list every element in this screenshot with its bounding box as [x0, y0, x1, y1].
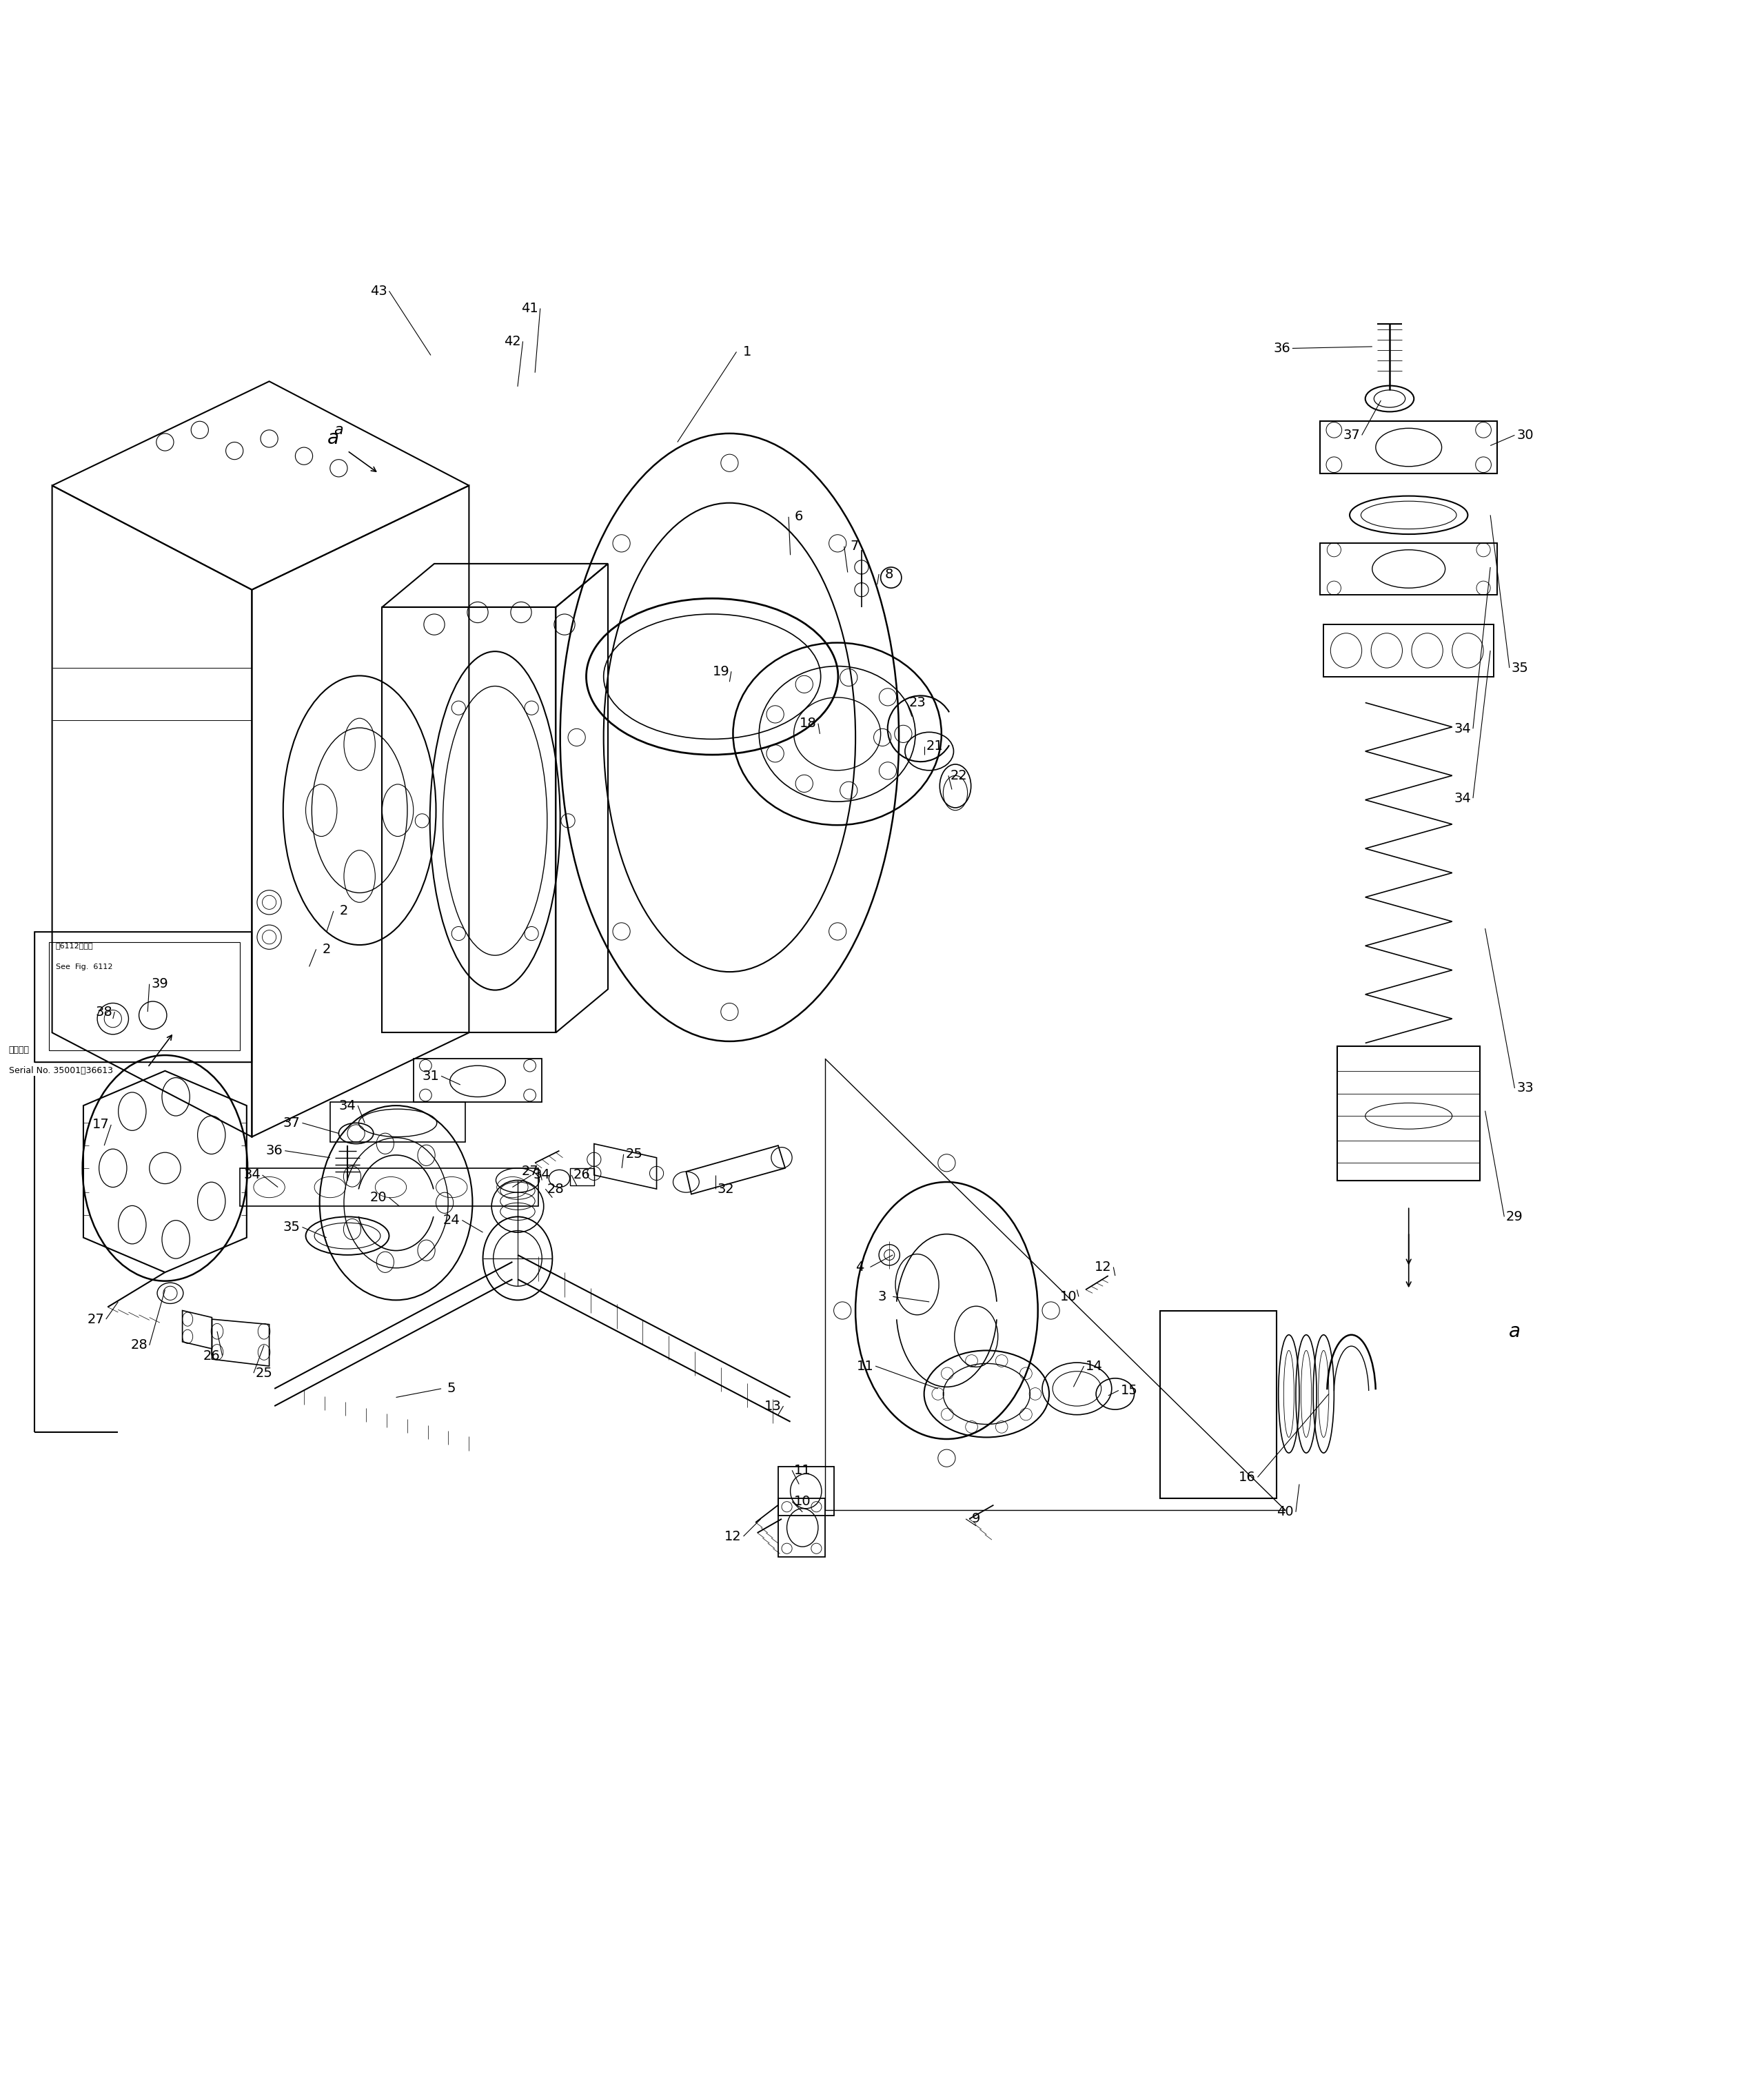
Text: 35: 35 — [283, 1220, 301, 1233]
Text: 17: 17 — [92, 1117, 109, 1132]
Text: 28: 28 — [130, 1338, 148, 1352]
Text: 34: 34 — [1454, 722, 1471, 735]
Text: 4: 4 — [856, 1260, 863, 1273]
Text: 27: 27 — [87, 1312, 104, 1325]
Text: 6: 6 — [796, 510, 802, 523]
Text: 35: 35 — [1511, 662, 1529, 674]
Text: 14: 14 — [1086, 1359, 1103, 1373]
Text: 34: 34 — [533, 1168, 551, 1182]
Text: 37: 37 — [283, 1117, 301, 1130]
Text: 適用号機: 適用号機 — [9, 1046, 30, 1054]
Text: 40: 40 — [1277, 1506, 1294, 1518]
Text: 19: 19 — [712, 666, 730, 678]
Text: 37: 37 — [1343, 428, 1360, 441]
Text: Serial No. 35001－36613: Serial No. 35001－36613 — [9, 1067, 113, 1075]
Text: 32: 32 — [717, 1182, 735, 1195]
Text: 2: 2 — [340, 905, 347, 918]
Text: 12: 12 — [1094, 1260, 1112, 1273]
Text: 8: 8 — [886, 567, 893, 582]
Text: a: a — [334, 422, 344, 437]
Text: 25: 25 — [625, 1149, 643, 1161]
Text: 25: 25 — [255, 1367, 273, 1380]
Text: a: a — [328, 428, 339, 447]
Bar — [35, 932, 252, 1063]
Text: 30: 30 — [1516, 428, 1534, 441]
Text: a: a — [1509, 1321, 1520, 1342]
Text: 第6112図参照: 第6112図参照 — [56, 943, 94, 949]
Text: 29: 29 — [1506, 1210, 1523, 1224]
Text: 16: 16 — [1238, 1470, 1256, 1485]
Text: 28: 28 — [547, 1182, 565, 1195]
Text: 3: 3 — [879, 1289, 886, 1304]
Text: 26: 26 — [203, 1348, 221, 1363]
Text: 39: 39 — [151, 977, 168, 991]
Text: 12: 12 — [724, 1529, 742, 1544]
Text: 2: 2 — [323, 943, 330, 956]
Text: 13: 13 — [764, 1399, 782, 1413]
Text: 9: 9 — [973, 1512, 980, 1525]
Text: 1: 1 — [743, 344, 750, 359]
Text: 31: 31 — [422, 1069, 439, 1084]
Bar — [35, 932, 252, 1063]
Text: 22: 22 — [950, 769, 968, 781]
Text: 34: 34 — [243, 1168, 261, 1182]
Text: 33: 33 — [1516, 1082, 1534, 1094]
Text: 11: 11 — [794, 1464, 811, 1476]
Text: 23: 23 — [908, 695, 926, 710]
Text: 34: 34 — [339, 1098, 356, 1113]
Text: 27: 27 — [521, 1166, 538, 1178]
Text: 36: 36 — [266, 1144, 283, 1157]
Text: 24: 24 — [443, 1214, 460, 1226]
Text: 36: 36 — [1273, 342, 1291, 355]
Text: 18: 18 — [799, 716, 816, 731]
Text: 41: 41 — [521, 302, 538, 315]
Text: 43: 43 — [370, 284, 387, 298]
Text: 38: 38 — [96, 1006, 113, 1018]
Text: 10: 10 — [794, 1495, 811, 1508]
Text: See  Fig.  6112: See Fig. 6112 — [56, 964, 113, 970]
Text: 21: 21 — [926, 739, 943, 752]
Text: 34: 34 — [1454, 792, 1471, 804]
Text: 42: 42 — [504, 334, 521, 349]
Text: 5: 5 — [448, 1382, 455, 1394]
Text: 15: 15 — [1120, 1384, 1138, 1397]
Bar — [49, 943, 240, 1050]
Text: 7: 7 — [851, 540, 858, 552]
Text: 20: 20 — [370, 1191, 387, 1203]
Text: 11: 11 — [856, 1359, 874, 1373]
Text: 26: 26 — [573, 1168, 591, 1182]
Text: 10: 10 — [1060, 1289, 1077, 1304]
